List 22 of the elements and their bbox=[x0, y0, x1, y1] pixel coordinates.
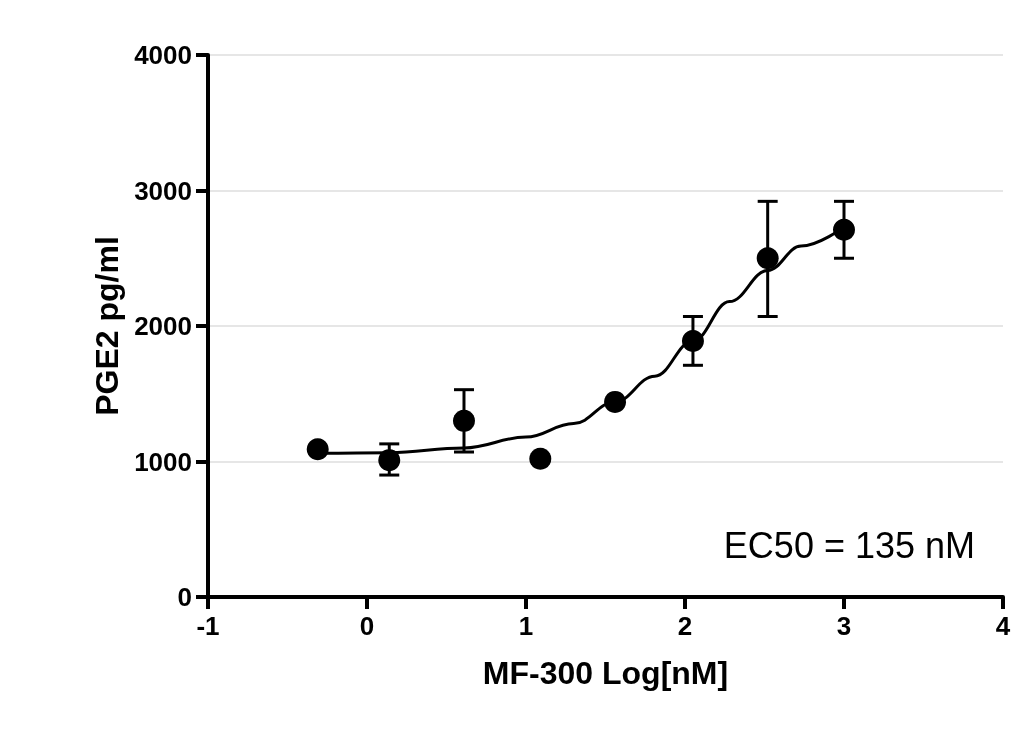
point bbox=[529, 447, 552, 470]
point bbox=[604, 390, 627, 413]
point bbox=[306, 438, 329, 461]
point bbox=[378, 449, 401, 472]
x-tick-label: 3 bbox=[836, 611, 852, 641]
point bbox=[681, 329, 704, 352]
y-axis-title: PGE2 pg/ml bbox=[89, 236, 125, 416]
point bbox=[453, 409, 475, 432]
x-tick-label: 0 bbox=[359, 611, 375, 641]
y-tick-label: 0 bbox=[177, 582, 192, 612]
y-tick-label: 3000 bbox=[134, 175, 192, 206]
annotation: EC50 = 135 nM bbox=[723, 524, 975, 566]
y-tick-label: 2000 bbox=[134, 311, 192, 341]
y-tick-label: 4000 bbox=[134, 40, 192, 70]
x-axis-title: MF-300 Log[nM] bbox=[482, 655, 729, 691]
x-tick-label: -1 bbox=[196, 611, 220, 641]
x-tick-label: 4 bbox=[995, 611, 1011, 641]
point bbox=[756, 247, 779, 270]
x-tick-label: 1 bbox=[518, 611, 534, 641]
x-tick-label: 2 bbox=[677, 611, 693, 641]
point bbox=[833, 218, 855, 241]
y-tick-label: 1000 bbox=[134, 446, 192, 477]
